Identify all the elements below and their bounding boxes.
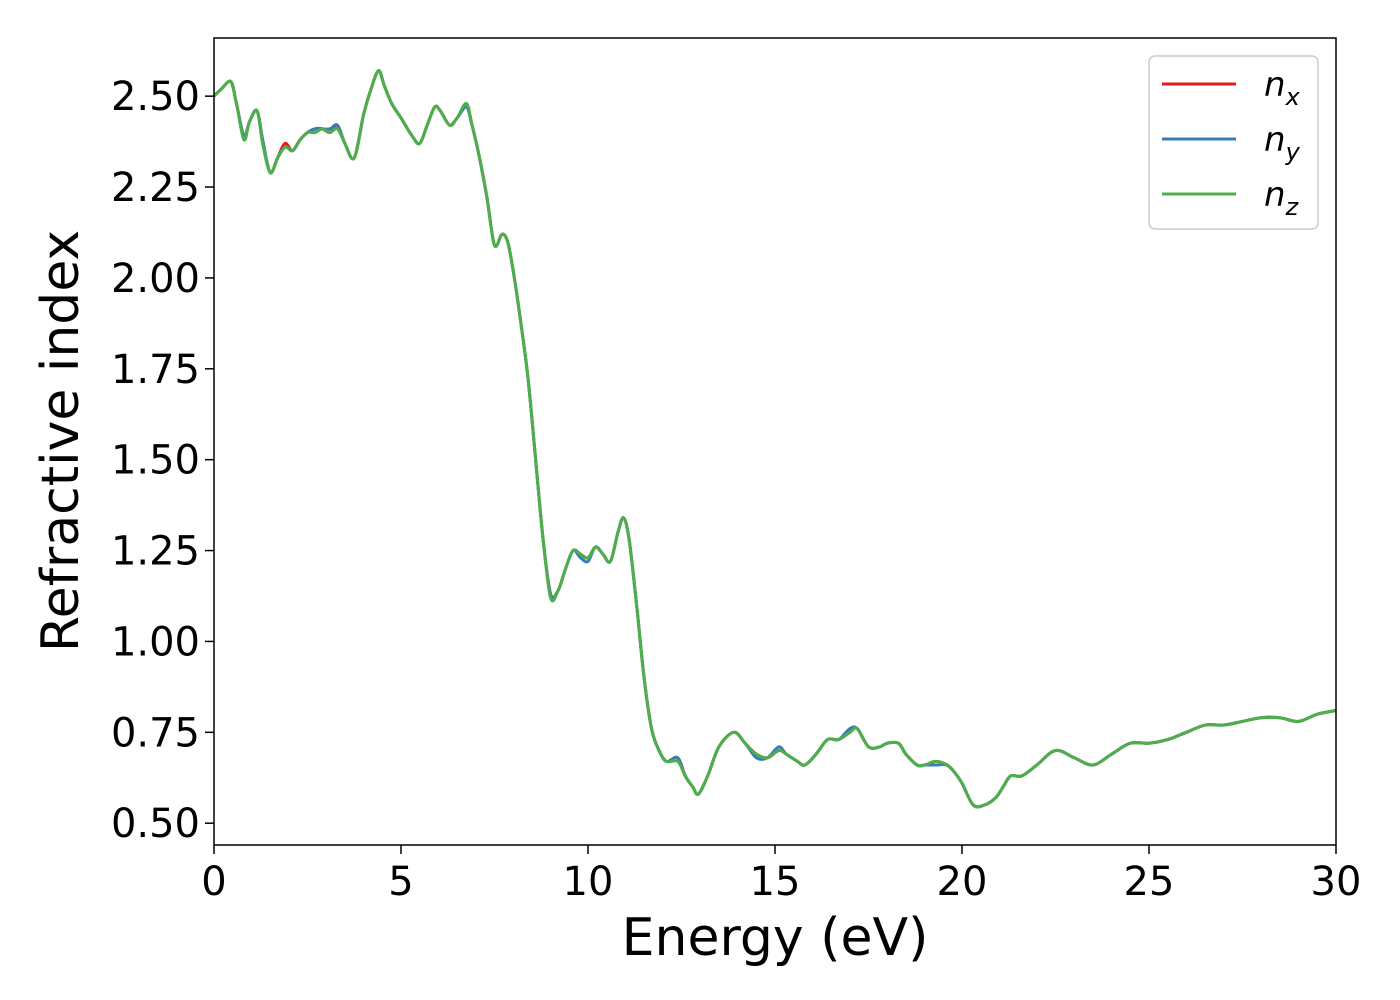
y-tick-label: 0.50 [111,801,200,847]
x-axis: 0 5 10 15 20 25 30 [201,845,1361,905]
legend-label-z: nz [1264,175,1300,221]
y-tick-label: 1.50 [111,438,200,484]
legend-box [1148,55,1319,230]
x-tick-label: 0 [201,859,226,905]
x-tick-label: 15 [750,859,801,905]
x-tick-label: 10 [563,859,614,905]
y-tick-label: 1.00 [111,619,200,665]
y-tick-label: 0.75 [111,710,200,756]
x-tick-label: 5 [388,859,413,905]
y-tick-label: 1.25 [111,529,200,575]
x-tick-label: 30 [1311,859,1362,905]
x-axis-label: Energy (eV) [622,908,929,968]
series-line-z [214,69,1336,809]
y-axis-label: Refractive index [31,230,91,652]
legend-label-y: ny [1264,120,1301,166]
legend: nx ny nz [1148,55,1319,230]
series-layer [214,69,1336,809]
y-tick-label: 1.75 [111,347,200,393]
y-axis: 0.50 0.75 1.00 1.25 1.50 1.75 2.00 2.25 2.50 [111,74,214,847]
x-tick-label: 20 [937,859,988,905]
y-tick-label: 2.00 [111,256,200,302]
legend-label-x: nx [1264,65,1301,111]
y-tick-label: 2.25 [111,165,200,211]
y-tick-label: 2.50 [111,74,200,120]
x-tick-label: 25 [1124,859,1175,905]
